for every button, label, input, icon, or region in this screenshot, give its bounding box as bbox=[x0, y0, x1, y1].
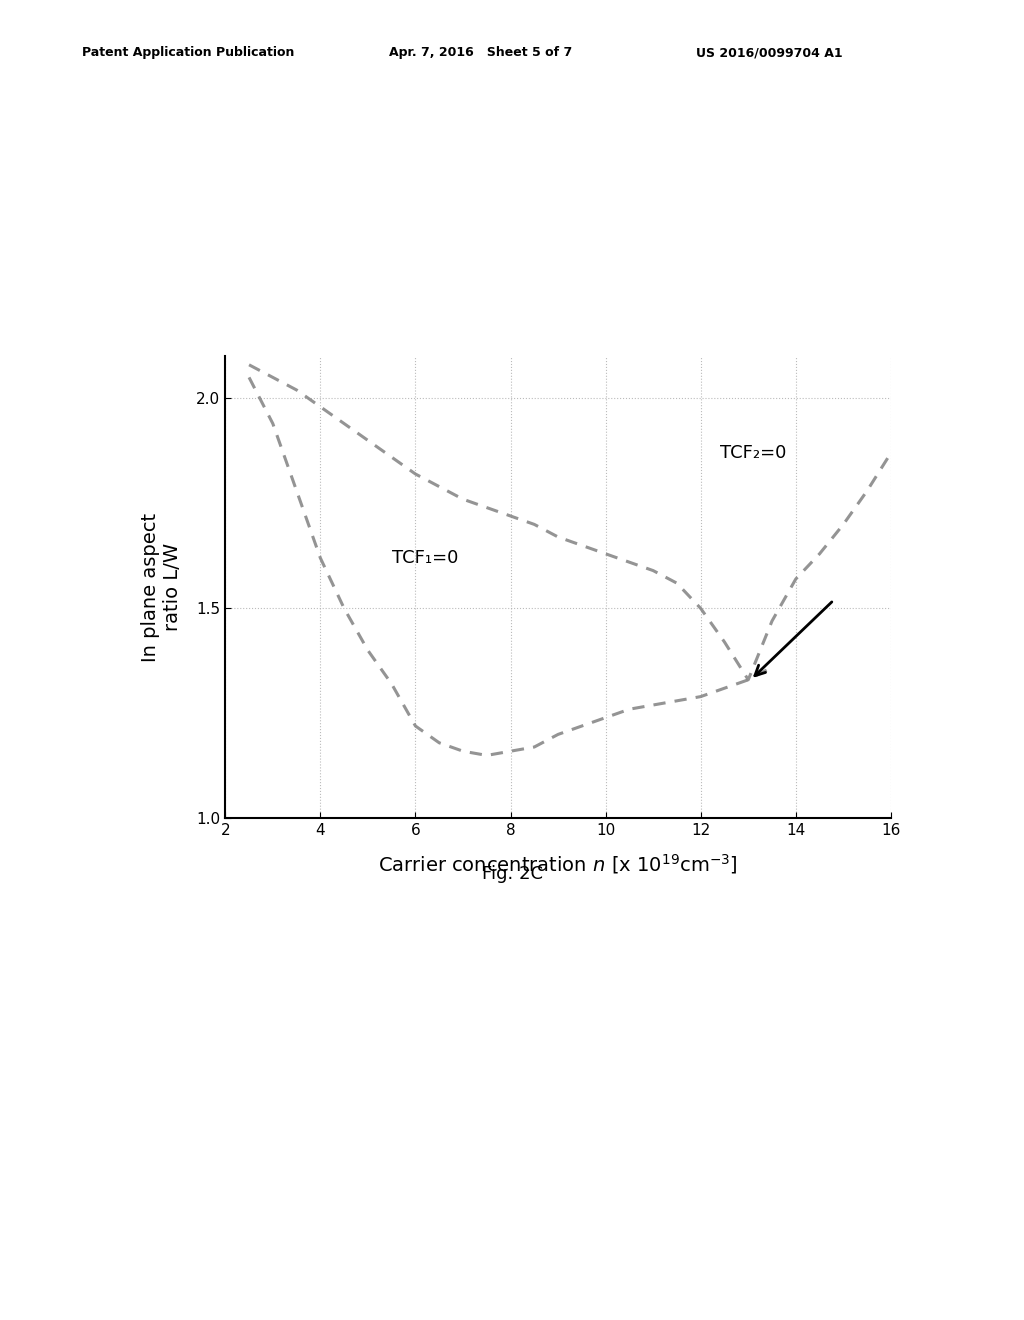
Text: TCF₁=0: TCF₁=0 bbox=[391, 549, 458, 568]
X-axis label: Carrier concentration $n$ [x 10$^{19}$cm$^{-3}$]: Carrier concentration $n$ [x 10$^{19}$cm… bbox=[378, 853, 738, 876]
Text: US 2016/0099704 A1: US 2016/0099704 A1 bbox=[696, 46, 843, 59]
Text: TCF₂=0: TCF₂=0 bbox=[720, 444, 786, 462]
Text: Patent Application Publication: Patent Application Publication bbox=[82, 46, 294, 59]
Text: Fig. 2C: Fig. 2C bbox=[481, 865, 543, 883]
Text: Apr. 7, 2016   Sheet 5 of 7: Apr. 7, 2016 Sheet 5 of 7 bbox=[389, 46, 572, 59]
Y-axis label: In plane aspect
ratio L/W: In plane aspect ratio L/W bbox=[141, 513, 182, 661]
